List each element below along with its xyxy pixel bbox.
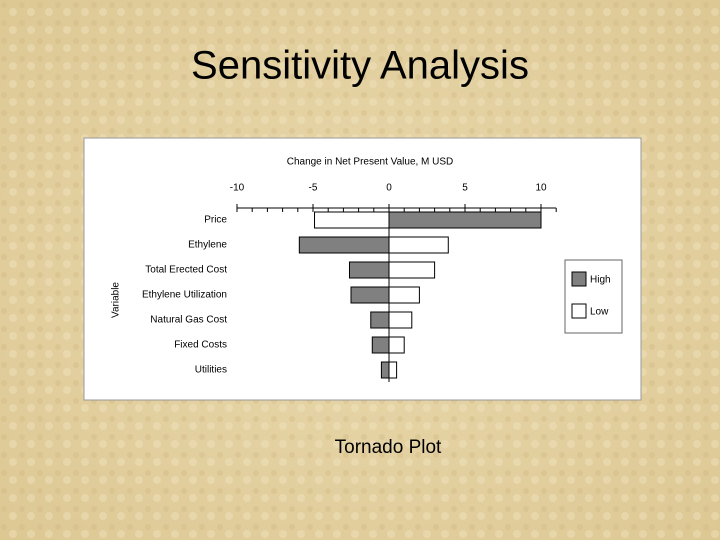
category-label: Ethylene xyxy=(188,240,227,251)
bar xyxy=(388,211,542,229)
caption: Tornado Plot xyxy=(335,437,442,458)
category-label: Utilities xyxy=(195,365,227,376)
legend-swatch xyxy=(571,271,587,287)
x-tick-label: 0 xyxy=(386,183,392,194)
category-label: Fixed Costs xyxy=(174,340,227,351)
x-tick-label: -5 xyxy=(309,183,318,194)
bar xyxy=(370,311,390,329)
category-label: Natural Gas Cost xyxy=(150,315,227,326)
bar xyxy=(388,236,449,254)
bar xyxy=(388,261,436,279)
category-label: Price xyxy=(204,215,227,226)
legend-swatch xyxy=(571,303,587,319)
bar xyxy=(371,336,390,354)
bar xyxy=(388,361,398,379)
bar xyxy=(388,336,405,354)
slide-title: Sensitivity Analysis xyxy=(191,44,529,88)
x-tick-label: 10 xyxy=(535,183,547,194)
bar xyxy=(380,361,390,379)
bar xyxy=(298,236,390,254)
category-label: Ethylene Utilization xyxy=(142,290,227,301)
x-tick-label: -10 xyxy=(230,183,245,194)
legend-label: Low xyxy=(590,307,609,318)
bar xyxy=(314,211,390,229)
bar xyxy=(388,311,413,329)
category-label: Total Erected Cost xyxy=(145,265,227,276)
bar xyxy=(388,286,420,304)
x-tick-label: 5 xyxy=(462,183,468,194)
bar xyxy=(348,261,390,279)
chart-title: Change in Net Present Value, M USD xyxy=(287,157,454,168)
legend-label: High xyxy=(590,275,611,286)
legend-box xyxy=(564,259,623,334)
y-axis-label: Variable xyxy=(111,282,122,318)
bar xyxy=(350,286,390,304)
